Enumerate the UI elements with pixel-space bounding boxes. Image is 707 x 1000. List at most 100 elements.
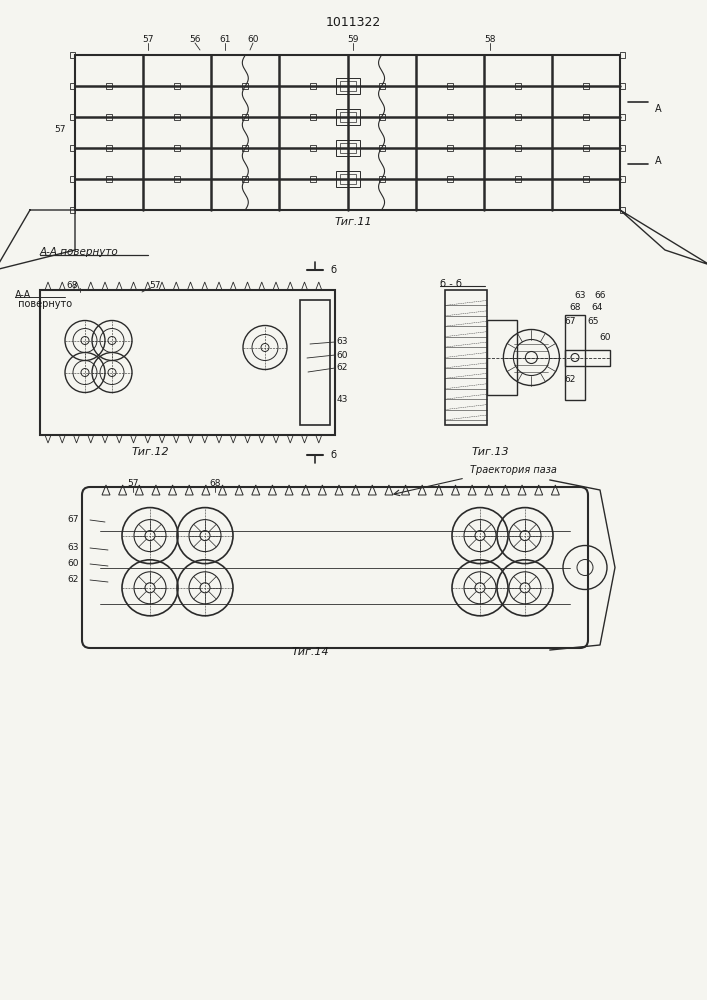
- Text: 43: 43: [337, 395, 348, 404]
- Text: 67: 67: [564, 316, 575, 326]
- Bar: [583, 114, 589, 120]
- Text: 62: 62: [67, 576, 78, 584]
- Bar: [487, 320, 517, 395]
- Bar: [70, 207, 75, 213]
- Bar: [339, 81, 356, 91]
- Text: A: A: [655, 104, 661, 114]
- Text: б: б: [330, 265, 336, 275]
- Bar: [583, 176, 589, 182]
- Bar: [339, 112, 356, 122]
- Text: 57: 57: [142, 35, 153, 44]
- Text: 1011322: 1011322: [325, 15, 380, 28]
- Text: б: б: [330, 450, 336, 460]
- Bar: [310, 176, 317, 182]
- Bar: [583, 83, 589, 89]
- Bar: [447, 176, 452, 182]
- Bar: [300, 300, 330, 425]
- Bar: [40, 290, 335, 435]
- Text: 60: 60: [67, 560, 78, 568]
- Bar: [243, 176, 248, 182]
- Text: 61: 61: [219, 35, 230, 44]
- Bar: [378, 83, 385, 89]
- Bar: [620, 83, 625, 89]
- Text: Τиг.14: Τиг.14: [291, 647, 329, 657]
- Bar: [174, 176, 180, 182]
- Bar: [620, 52, 625, 58]
- Bar: [447, 145, 452, 151]
- Bar: [583, 145, 589, 151]
- Text: 60: 60: [247, 35, 259, 44]
- Bar: [620, 207, 625, 213]
- Bar: [70, 114, 75, 120]
- Bar: [70, 52, 75, 58]
- Bar: [515, 176, 521, 182]
- Text: Τиг.11: Τиг.11: [334, 217, 372, 227]
- Text: Τиг.12: Τиг.12: [132, 447, 169, 457]
- Bar: [106, 114, 112, 120]
- Bar: [310, 114, 317, 120]
- Text: 58: 58: [484, 35, 496, 44]
- Bar: [106, 145, 112, 151]
- Text: 60: 60: [337, 351, 348, 360]
- Text: 68: 68: [66, 282, 78, 290]
- Bar: [339, 174, 356, 184]
- Text: 67: 67: [67, 516, 78, 524]
- Bar: [378, 145, 385, 151]
- Text: 60: 60: [600, 332, 611, 342]
- Text: повернуто: повернуто: [15, 299, 72, 309]
- Text: A: A: [655, 155, 661, 165]
- Bar: [336, 78, 359, 94]
- Bar: [515, 145, 521, 151]
- Bar: [515, 83, 521, 89]
- Bar: [447, 83, 452, 89]
- Bar: [620, 114, 625, 120]
- Text: 66: 66: [595, 290, 606, 300]
- Bar: [336, 109, 359, 125]
- Bar: [174, 114, 180, 120]
- Text: A-A повернуто: A-A повернуто: [40, 247, 119, 257]
- Text: 57: 57: [127, 480, 139, 488]
- Bar: [620, 176, 625, 182]
- Text: 63: 63: [574, 290, 586, 300]
- Bar: [515, 114, 521, 120]
- Text: 68: 68: [569, 304, 580, 312]
- Bar: [336, 140, 359, 156]
- Text: Траектория паза: Траектория паза: [470, 465, 557, 475]
- Bar: [378, 176, 385, 182]
- Text: 63: 63: [67, 544, 78, 552]
- Bar: [243, 145, 248, 151]
- Text: 65: 65: [588, 316, 599, 326]
- Text: 68: 68: [209, 480, 221, 488]
- Bar: [70, 145, 75, 151]
- Bar: [174, 83, 180, 89]
- Bar: [310, 145, 317, 151]
- Text: 57: 57: [149, 282, 160, 290]
- Bar: [174, 145, 180, 151]
- Bar: [565, 315, 585, 400]
- Text: 59: 59: [347, 35, 358, 44]
- Bar: [620, 145, 625, 151]
- Bar: [75, 55, 620, 210]
- Bar: [243, 83, 248, 89]
- Bar: [336, 171, 359, 187]
- Bar: [445, 290, 487, 425]
- Bar: [310, 83, 317, 89]
- Bar: [106, 176, 112, 182]
- Text: 62: 62: [337, 363, 348, 372]
- Text: 64: 64: [591, 304, 602, 312]
- Text: б - б: б - б: [440, 279, 462, 289]
- Bar: [447, 114, 452, 120]
- Bar: [106, 83, 112, 89]
- Text: 56: 56: [189, 35, 201, 44]
- Text: 63: 63: [337, 338, 348, 347]
- Bar: [339, 143, 356, 153]
- Text: Τиг.13: Τиг.13: [471, 447, 509, 457]
- Bar: [378, 114, 385, 120]
- Bar: [70, 83, 75, 89]
- Bar: [243, 114, 248, 120]
- Bar: [565, 350, 610, 365]
- Text: A-A: A-A: [15, 290, 31, 300]
- Text: 62: 62: [564, 375, 575, 384]
- Bar: [70, 176, 75, 182]
- Text: 57: 57: [54, 125, 66, 134]
